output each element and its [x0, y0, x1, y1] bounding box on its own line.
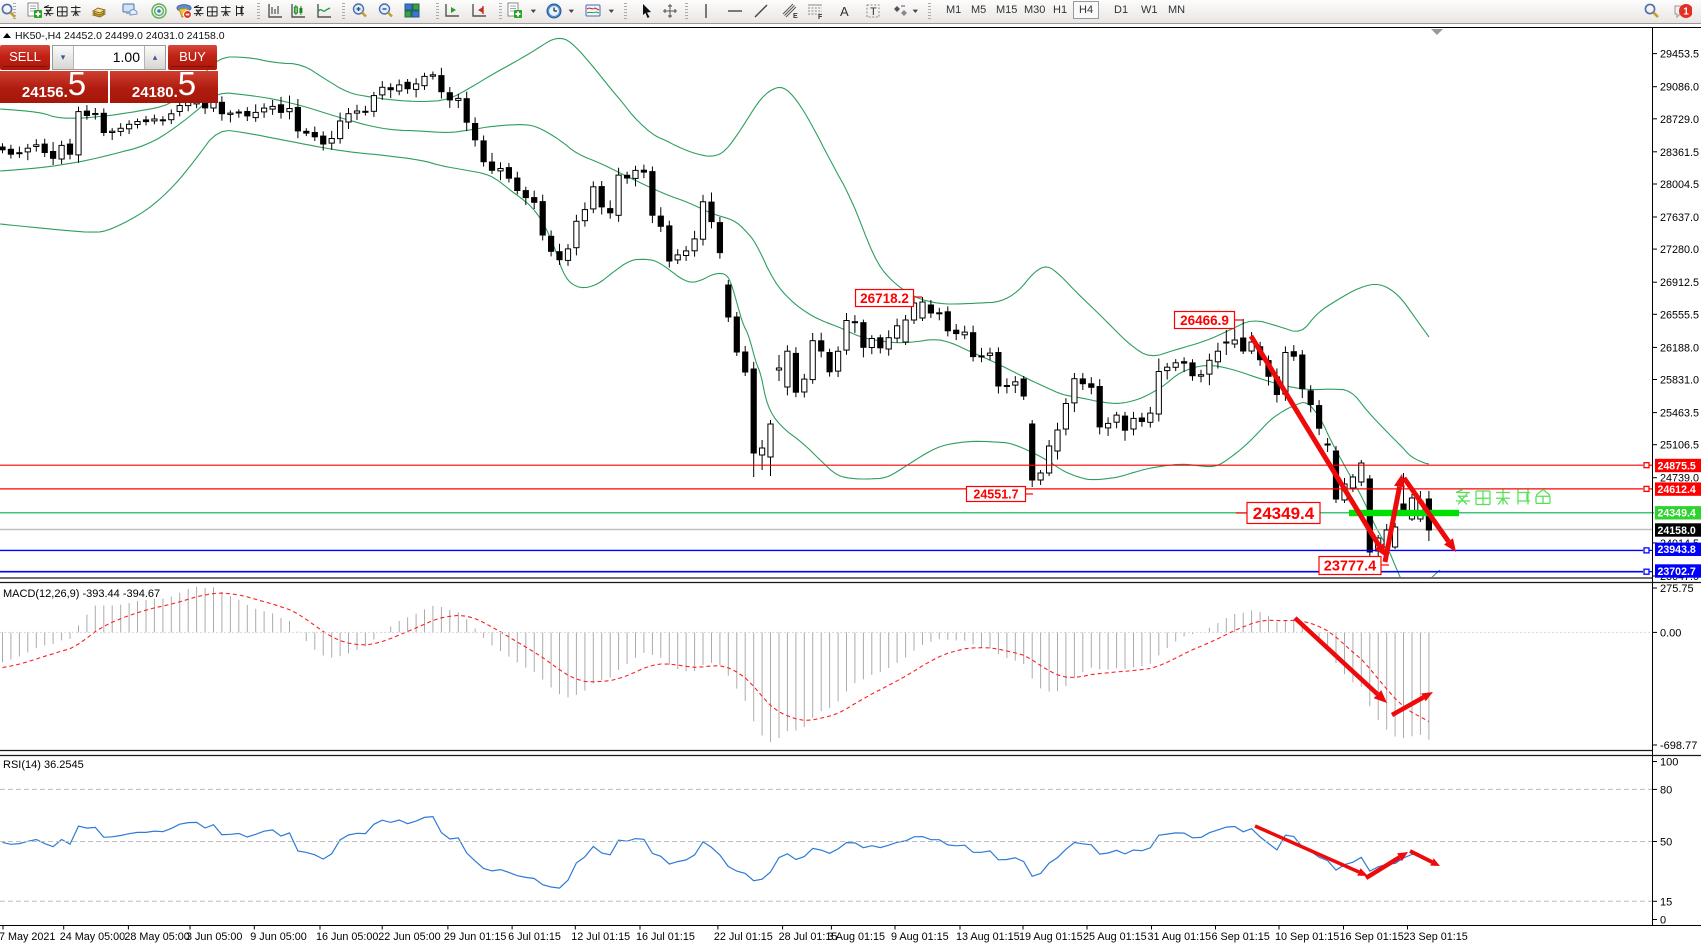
- svg-text:RSI(14) 36.2545: RSI(14) 36.2545: [3, 759, 84, 771]
- svg-text:26188.0: 26188.0: [1660, 342, 1699, 354]
- svg-text:24875.5: 24875.5: [1658, 460, 1696, 472]
- svg-text:23777.4: 23777.4: [1324, 559, 1376, 575]
- svg-text:16 Jun 05:00: 16 Jun 05:00: [316, 931, 378, 943]
- svg-text:25 Aug 01:15: 25 Aug 01:15: [1083, 931, 1147, 943]
- svg-text:13 Aug 01:15: 13 Aug 01:15: [956, 931, 1020, 943]
- svg-text:29086.0: 29086.0: [1660, 82, 1699, 94]
- svg-text:80: 80: [1660, 784, 1672, 796]
- svg-text:10 Sep 01:15: 10 Sep 01:15: [1275, 931, 1339, 943]
- svg-text:28361.5: 28361.5: [1660, 147, 1699, 159]
- svg-text:15: 15: [1660, 896, 1672, 908]
- svg-text:26466.9: 26466.9: [1180, 313, 1229, 328]
- svg-text:9 Jun 05:00: 9 Jun 05:00: [250, 931, 306, 943]
- svg-text:7 May 2021: 7 May 2021: [0, 931, 55, 943]
- svg-text:29 Jun 01:15: 29 Jun 01:15: [444, 931, 506, 943]
- svg-text:28729.0: 28729.0: [1660, 114, 1699, 126]
- svg-text:23943.8: 23943.8: [1658, 544, 1696, 556]
- svg-text:0: 0: [1660, 915, 1666, 927]
- svg-text:A: A: [840, 4, 849, 19]
- svg-text:24349.4: 24349.4: [1658, 508, 1696, 520]
- svg-text:26555.5: 26555.5: [1660, 309, 1699, 321]
- svg-text:50: 50: [1660, 837, 1672, 849]
- svg-text:24 May 05:00: 24 May 05:00: [60, 931, 125, 943]
- svg-text:12 Jul 01:15: 12 Jul 01:15: [571, 931, 630, 943]
- svg-text:25106.5: 25106.5: [1660, 440, 1699, 452]
- svg-text:6 Sep 01:15: 6 Sep 01:15: [1212, 931, 1270, 943]
- svg-text:28 May 05:00: 28 May 05:00: [124, 931, 189, 943]
- svg-text:MACD(12,26,9) -393.44 -394.67: MACD(12,26,9) -393.44 -394.67: [3, 588, 160, 600]
- svg-text:F: F: [818, 14, 823, 20]
- svg-text:22 Jun 05:00: 22 Jun 05:00: [378, 931, 440, 943]
- svg-text:24349.4: 24349.4: [1253, 504, 1315, 523]
- svg-text:100: 100: [1660, 757, 1678, 769]
- svg-text:16 Sep 01:15: 16 Sep 01:15: [1340, 931, 1404, 943]
- svg-text:3 Jun 05:00: 3 Jun 05:00: [186, 931, 242, 943]
- svg-text:E: E: [793, 13, 798, 20]
- svg-text:3 Aug 01:15: 3 Aug 01:15: [827, 931, 885, 943]
- svg-text:0.00: 0.00: [1660, 627, 1681, 639]
- svg-text:26912.5: 26912.5: [1660, 277, 1699, 289]
- svg-text:22 Jul 01:15: 22 Jul 01:15: [714, 931, 773, 943]
- svg-text:9 Aug 01:15: 9 Aug 01:15: [891, 931, 949, 943]
- svg-text:31 Aug 01:15: 31 Aug 01:15: [1148, 931, 1212, 943]
- svg-text:25463.5: 25463.5: [1660, 408, 1699, 420]
- svg-text:24158.0: 24158.0: [1658, 525, 1696, 537]
- svg-text:1: 1: [1683, 7, 1689, 18]
- svg-text:27280.0: 27280.0: [1660, 244, 1699, 256]
- svg-text:19 Aug 01:15: 19 Aug 01:15: [1019, 931, 1083, 943]
- svg-text:27637.0: 27637.0: [1660, 212, 1699, 224]
- svg-text:25831.0: 25831.0: [1660, 375, 1699, 387]
- svg-text:24551.7: 24551.7: [973, 488, 1018, 502]
- svg-text:-698.77: -698.77: [1660, 740, 1697, 752]
- svg-text:HK50-,H4 24452.0 24499.0 24031: HK50-,H4 24452.0 24499.0 24031.0 24158.0: [15, 30, 225, 42]
- svg-text:275.75: 275.75: [1660, 583, 1694, 595]
- svg-text:23 Sep 01:15: 23 Sep 01:15: [1404, 931, 1468, 943]
- svg-text:T: T: [870, 6, 877, 18]
- svg-text:24612.4: 24612.4: [1658, 484, 1696, 496]
- svg-text:28004.5: 28004.5: [1660, 179, 1699, 191]
- svg-text:6 Jul 01:15: 6 Jul 01:15: [508, 931, 561, 943]
- svg-text:26718.2: 26718.2: [860, 291, 909, 306]
- svg-text:28 Jul 01:15: 28 Jul 01:15: [779, 931, 838, 943]
- svg-text:16 Jul 01:15: 16 Jul 01:15: [636, 931, 695, 943]
- svg-text:29453.5: 29453.5: [1660, 49, 1699, 61]
- svg-text:23702.7: 23702.7: [1658, 566, 1696, 578]
- svg-text:24739.0: 24739.0: [1660, 473, 1699, 485]
